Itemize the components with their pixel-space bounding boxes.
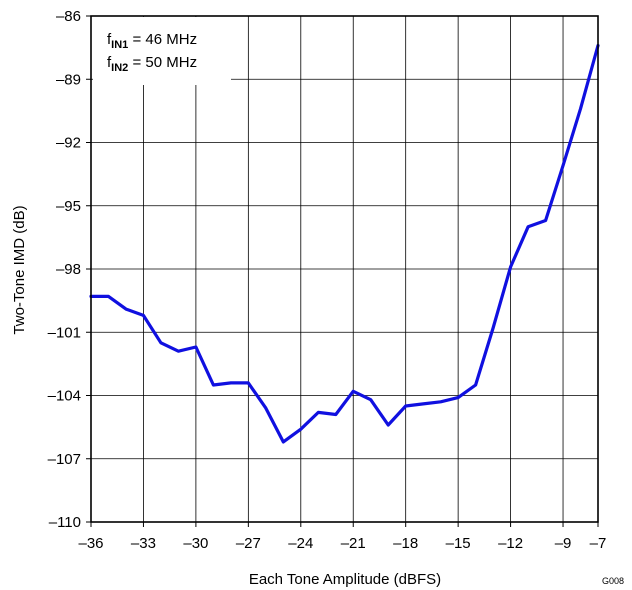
x-axis-title: Each Tone Amplitude (dBFS)	[249, 571, 441, 588]
series-layer	[91, 46, 598, 442]
legend-background	[93, 17, 231, 85]
series-line-0	[91, 46, 598, 442]
x-tick-label-8: –12	[498, 535, 523, 552]
y-tick-label-4: –98	[56, 261, 81, 278]
figure-code: G008	[602, 576, 624, 586]
legend: fIN1 = 46 MHz fIN2 = 50 MHz	[93, 17, 231, 85]
legend-entry-1-sub: IN1	[111, 39, 128, 51]
x-tick-label-6: –18	[393, 535, 418, 552]
x-tick-label-7: –15	[446, 535, 471, 552]
grid	[91, 16, 598, 522]
y-tick-label-5: –101	[48, 324, 81, 341]
x-tick-label-0: –36	[78, 535, 103, 552]
y-tick-label-1: –89	[56, 71, 81, 88]
y-axis-ticks: –86 –89 –92 –95 –98 –101 –104 –107 –110	[48, 8, 91, 531]
y-tick-label-3: –95	[56, 198, 81, 215]
x-tick-label-5: –21	[341, 535, 366, 552]
y-tick-label-6: –104	[48, 388, 81, 405]
x-tick-label-1: –33	[131, 535, 156, 552]
legend-entry-2-sub: IN2	[111, 62, 128, 74]
x-axis-ticks: –36 –33 –30 –27 –24 –21 –18 –15 –12 –9 –7	[78, 522, 606, 552]
x-tick-label-4: –24	[288, 535, 313, 552]
legend-entry-1-suffix: = 46 MHz	[128, 31, 197, 48]
y-tick-label-8: –110	[49, 514, 81, 531]
legend-entry-2-suffix: = 50 MHz	[128, 54, 197, 71]
x-tick-label-10: –7	[590, 535, 607, 552]
x-tick-label-3: –27	[236, 535, 261, 552]
y-tick-label-2: –92	[56, 135, 81, 152]
x-tick-label-9: –9	[555, 535, 572, 552]
y-axis-title: Two-Tone IMD (dB)	[11, 205, 28, 334]
y-tick-label-0: –86	[56, 8, 81, 25]
y-tick-label-7: –107	[48, 451, 81, 468]
x-tick-label-2: –30	[183, 535, 208, 552]
